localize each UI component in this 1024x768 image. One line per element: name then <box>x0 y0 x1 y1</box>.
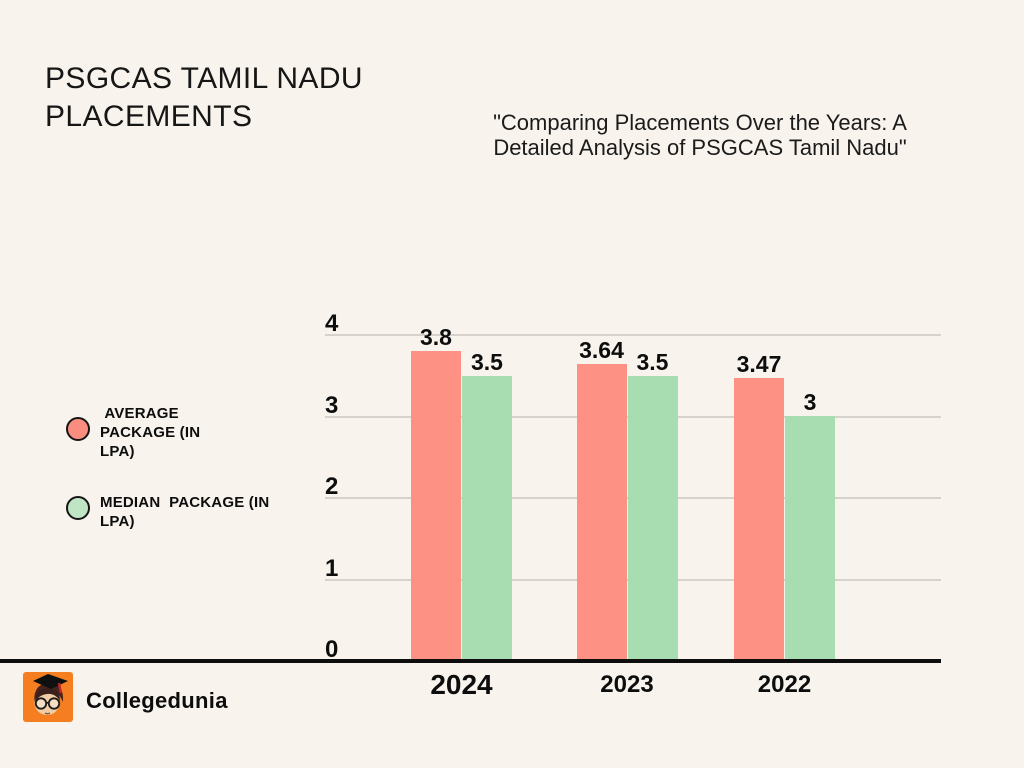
bar-value-average-2022: 3.47 <box>736 351 782 377</box>
bar-value-median-2022: 3 <box>803 389 817 415</box>
y-tick-4: 4 <box>325 310 339 337</box>
y-tick-1: 1 <box>325 554 339 582</box>
x-label-2023: 2023 <box>600 671 654 698</box>
subtitle-line-1: "Comparing Placements Over the Years: A <box>493 110 907 135</box>
bar-value-median-2024: 3.5 <box>471 349 503 375</box>
student-mascot-icon <box>23 672 73 722</box>
bar-average-2024 <box>411 351 461 661</box>
bar-value-median-2023: 3.5 <box>636 349 669 375</box>
brand-name: Collegedunia <box>86 688 228 713</box>
gridline-4 <box>325 334 941 336</box>
bar-value-average-2023: 3.64 <box>579 337 624 363</box>
subtitle-line-2: Detailed Analysis of PSGCAS Tamil Nadu" <box>493 135 907 160</box>
bar-median-2022 <box>785 416 835 661</box>
x-label-2024: 2024 <box>430 669 493 700</box>
page-title-line-1: PSGCAS TAMIL NADU <box>45 62 363 95</box>
bar-median-2023 <box>627 376 678 661</box>
legend-swatch-average <box>66 417 90 441</box>
bar-average-2022 <box>734 378 784 661</box>
x-axis-line <box>0 659 941 663</box>
page-title-line-2: PLACEMENTS <box>45 100 253 133</box>
y-tick-0: 0 <box>325 636 339 663</box>
legend-label-average: AVERAGE PACKAGE (IN LPA) <box>100 405 205 460</box>
bar-average-2023 <box>576 364 627 661</box>
collegedunia-logo <box>23 672 73 722</box>
x-label-2022: 2022 <box>757 671 812 698</box>
bar-value-average-2024: 3.8 <box>420 324 452 350</box>
legend-label-median: MEDIAN PACKAGE (IN LPA) <box>100 494 274 530</box>
bar-median-2024 <box>462 376 512 661</box>
y-tick-2: 2 <box>325 473 339 500</box>
page-title: PSGCAS TAMIL NADU PLACEMENTS <box>45 60 435 136</box>
y-tick-3: 3 <box>325 391 339 419</box>
subtitle: "Comparing Placements Over the Years: A … <box>420 110 980 160</box>
legend-swatch-median <box>66 496 90 520</box>
